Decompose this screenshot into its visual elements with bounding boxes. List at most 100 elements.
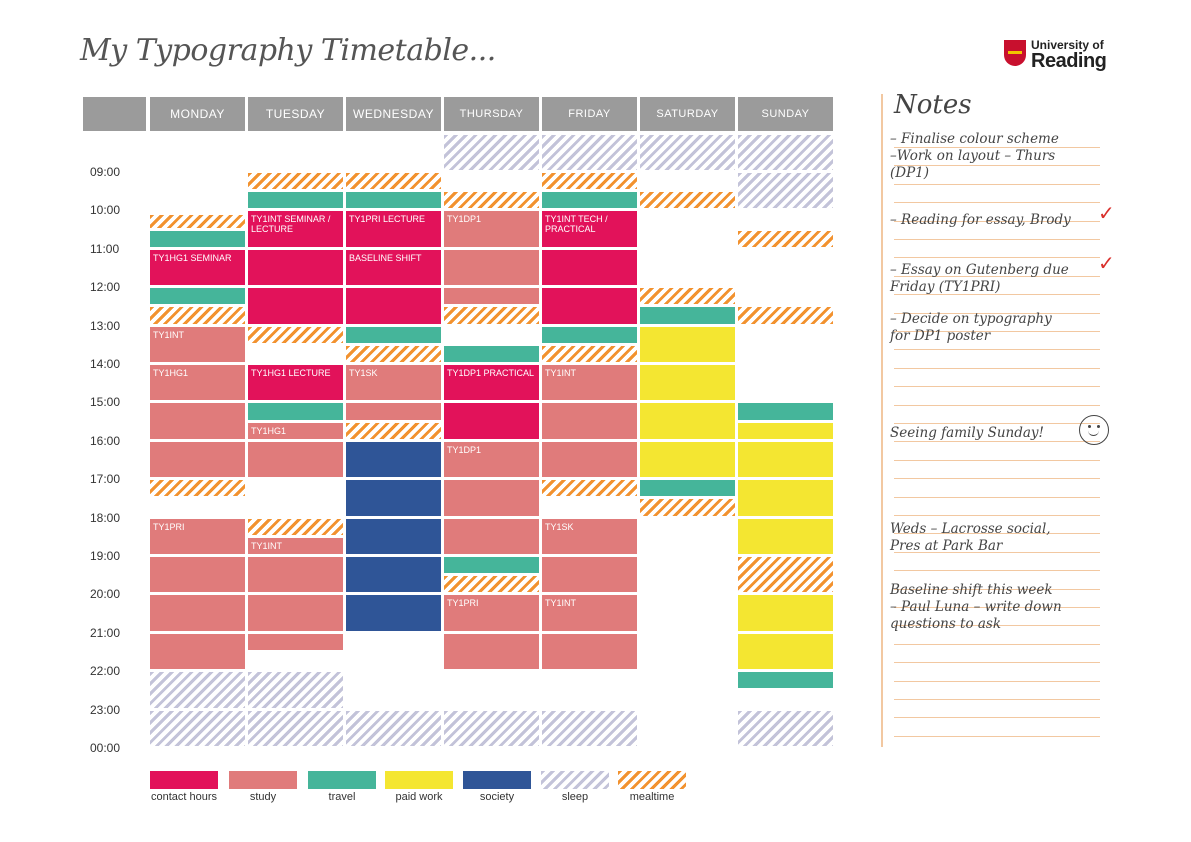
schedule-block-paid (640, 403, 735, 439)
schedule-block-paid (738, 595, 833, 631)
time-label: 21:00 (90, 625, 121, 640)
schedule-block-study (150, 557, 245, 593)
schedule-block-meal (738, 307, 833, 324)
notes-title: Notes (894, 90, 972, 120)
ruled-line (894, 202, 1100, 203)
schedule-block-travel (640, 307, 735, 324)
time-label: 23:00 (90, 702, 121, 717)
ruled-line (894, 313, 1100, 314)
schedule-block-study (248, 633, 343, 650)
legend-item-mealtime: mealtime (618, 771, 686, 803)
header-corner (83, 97, 146, 131)
schedule-block-study: TY1PRI (444, 595, 539, 631)
ruled-line (894, 147, 1100, 148)
time-label: 09:00 (90, 165, 121, 179)
day-header-sunday: SUNDAY (738, 97, 833, 131)
time-label: 17:00 (90, 472, 121, 487)
time-label: 15:00 (90, 395, 121, 410)
schedule-block-meal (150, 214, 245, 228)
schedule-block-study (444, 288, 539, 305)
schedule-block-study (444, 249, 539, 286)
ruled-line (894, 644, 1100, 645)
schedule-block-travel (150, 230, 245, 247)
ruled-line (894, 441, 1100, 442)
schedule-block-meal (640, 499, 735, 516)
legend-item-sleep: sleep (541, 771, 609, 803)
schedule-block-travel (248, 192, 343, 209)
block-label: TY1HG1 (153, 368, 189, 378)
ruled-line (894, 589, 1100, 590)
schedule-block-travel (444, 557, 539, 574)
smiley-face-icon (1079, 415, 1109, 445)
legend-item-society: society (463, 771, 531, 803)
ruled-line (894, 349, 1100, 350)
schedule-block-study (444, 480, 539, 516)
schedule-block-study (150, 441, 245, 478)
page-title: My Typography Timetable... (80, 33, 496, 68)
ruled-line (894, 368, 1100, 369)
ruled-line (894, 625, 1100, 626)
schedule-block-contact: TY1INT SEMINAR / LECTURE (248, 211, 343, 247)
schedule-block-meal (542, 480, 637, 497)
schedule-block-sleep (542, 134, 637, 170)
schedule-block-study: TY1SK (346, 365, 441, 401)
legend-swatch (385, 771, 453, 789)
schedule-block-meal (248, 173, 343, 190)
schedule-block-travel (640, 480, 735, 497)
block-label: TY1SK (349, 368, 378, 378)
schedule-block-meal (738, 557, 833, 593)
legend-swatch (229, 771, 297, 789)
ruled-line (894, 607, 1100, 608)
time-label: 13:00 (90, 318, 121, 333)
schedule-block-study (542, 403, 637, 439)
schedule-block-travel (542, 326, 637, 343)
block-label: TY1SK (545, 521, 574, 532)
block-label: BASELINE SHIFT (349, 252, 422, 263)
schedule-block-contact: TY1DP1 PRACTICAL (444, 365, 539, 401)
ruled-line (894, 184, 1100, 185)
schedule-block-society (346, 557, 441, 593)
schedule-block-meal (150, 480, 245, 497)
schedule-block-study (248, 595, 343, 631)
ruled-line (894, 717, 1100, 718)
schedule-block-study (150, 403, 245, 439)
legend-item-paid-work: paid work (385, 771, 453, 803)
time-label: 16:00 (90, 433, 121, 448)
block-label: TY1INT (545, 368, 577, 378)
legend-label: study (249, 791, 277, 803)
ruled-line (894, 478, 1100, 479)
ruled-line (894, 736, 1100, 737)
schedule-block-sleep (738, 173, 833, 209)
legend-label: contact hours (150, 791, 218, 803)
checkmark-icon: ✓ (1098, 251, 1115, 275)
schedule-block-sleep (150, 672, 245, 708)
note-entry: Baseline shift this week – Paul Luna – w… (890, 582, 1062, 632)
schedule-block-contact: TY1INT TECH / PRACTICAL (542, 211, 637, 247)
schedule-block-sleep (346, 710, 441, 746)
schedule-block-study: TY1HG1 (248, 422, 343, 439)
schedule-block-study (444, 633, 539, 670)
day-header-wednesday: WEDNESDAY (346, 97, 441, 131)
time-label: 20:00 (90, 587, 121, 602)
crest-icon (1004, 40, 1026, 66)
block-label: TY1HG1 (251, 425, 287, 436)
ruled-line (894, 276, 1100, 277)
schedule-block-society (346, 441, 441, 478)
schedule-block-study: TY1DP1 (444, 441, 539, 478)
schedule-block-study (542, 557, 637, 593)
schedule-block-meal (346, 422, 441, 439)
schedule-block-study: TY1INT (542, 595, 637, 631)
schedule-block-travel (444, 345, 539, 362)
block-label: TY1DP1 (447, 214, 482, 225)
ruled-line (894, 533, 1100, 534)
block-label: TY1HG1 LECTURE (251, 368, 331, 378)
schedule-block-study: TY1PRI (150, 518, 245, 554)
schedule-block-contact (346, 288, 441, 324)
schedule-block-study: TY1INT (248, 537, 343, 554)
block-label: TY1INT (153, 329, 185, 340)
schedule-block-meal (248, 518, 343, 535)
note-entry: – Finalise colour scheme –Work on layout… (890, 131, 1059, 181)
schedule-block-sleep (444, 710, 539, 746)
schedule-block-sleep (444, 134, 539, 170)
ruled-line (894, 460, 1100, 461)
